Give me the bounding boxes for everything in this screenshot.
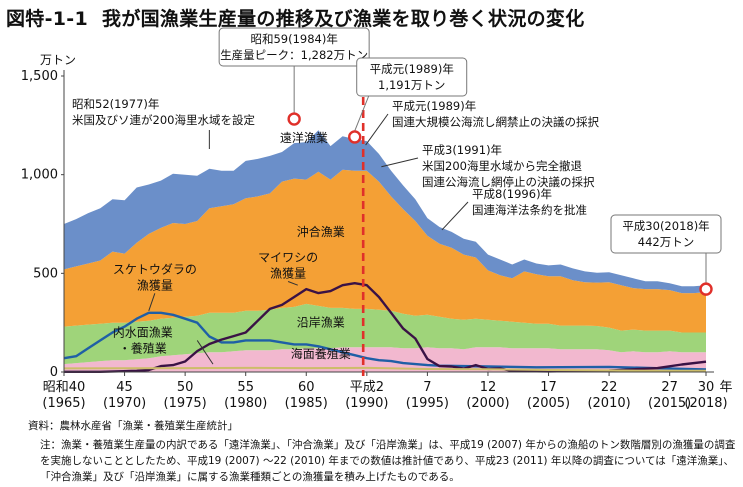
annotation-leader xyxy=(365,113,389,146)
callout-text: 昭和59(1984)年 xyxy=(250,32,337,46)
x-tick-label: 12 xyxy=(480,380,497,395)
x-tick-sublabel: (2000) xyxy=(466,396,509,411)
x-tick-sublabel: (1980) xyxy=(224,396,267,411)
callout-leader xyxy=(354,95,370,132)
area-series-3 xyxy=(64,130,706,294)
pollock-pointer xyxy=(148,293,156,311)
line-label: マイワシの xyxy=(258,250,318,264)
line-label: 内水面漁業 xyxy=(113,325,173,339)
source-text: 資料：農林水産省「漁業・養殖業生産統計」 xyxy=(28,420,238,432)
line-series-2 xyxy=(63,366,706,372)
x-tick-sublabel: (1975) xyxy=(164,396,207,411)
callout-text: 平成30(2018)年 xyxy=(622,219,709,233)
x-tick-sublabel: (1990) xyxy=(345,396,388,411)
x-tick-label: 30 xyxy=(698,380,715,395)
x-tick-sublabel: (1985) xyxy=(285,396,328,411)
figure-title-text: 我が国漁業生産量の推移及び漁業を取り巻く状況の変化 xyxy=(102,8,585,30)
y-tick-label: 1,500 xyxy=(21,69,58,84)
line-label: スケトウダラの xyxy=(113,261,197,276)
x-tick-sublabel: (2005) xyxy=(527,396,570,411)
annotation-text: 昭和52(1977)年 xyxy=(72,97,159,111)
callout-text: 1,191万トン xyxy=(378,78,445,92)
series-label: 沖合漁業 xyxy=(297,224,345,239)
callout-text: 生産量ピーク：1,282万トン xyxy=(220,48,368,62)
note-text: 注：漁業・養殖業生産量の内訳である「遠洋漁業」、「沖合漁業」及び「沿岸漁業」は、… xyxy=(40,439,736,483)
callout-text: 442万トン xyxy=(638,235,694,249)
x-tick-label: 60 xyxy=(298,380,315,395)
x-tick-sublabel: (1995) xyxy=(406,396,449,411)
x-tick-label: 27 xyxy=(661,380,678,395)
annotation-text: 平成8(1996)年 xyxy=(472,187,552,201)
annotation-text: 米国200海里水域から完全撤退 xyxy=(422,159,582,173)
line-label: ・養殖業 xyxy=(119,340,167,355)
x-tick-sublabel: (2015) xyxy=(648,396,691,411)
y-tick-label: 500 xyxy=(33,266,58,281)
callout-text: 平成元(1989)年 xyxy=(370,62,454,76)
axes: 万トン05001,0001,500昭和40(1965)45(1970)50(19… xyxy=(21,53,733,411)
sardine-pointer xyxy=(287,281,298,286)
x-tick-sublabel: (1965) xyxy=(42,396,85,411)
y-axis-unit: 万トン xyxy=(40,53,76,67)
x-tick-label: 平成2 xyxy=(350,380,384,395)
callout-box xyxy=(356,57,468,97)
x-tick-label: 昭和40 xyxy=(43,380,86,395)
y-tick-label: 0 xyxy=(50,365,58,380)
catch-lines xyxy=(63,282,707,373)
series-labels: 遠洋漁業沖合漁業沿岸漁業海面養殖業スケトウダラの漁獲量マイワシの漁獲量内水面漁業… xyxy=(113,130,351,365)
annotation-leader xyxy=(381,157,419,168)
series-label: 遠洋漁業 xyxy=(280,130,328,145)
annotations: 昭和59(1984)年生産量ピーク：1,282万トン平成元(1989)年1,19… xyxy=(72,27,722,296)
line-label: 漁獲量 xyxy=(270,266,306,280)
callout-box xyxy=(218,27,370,67)
series-label: 沿岸漁業 xyxy=(297,316,345,330)
x-tick-label: 17 xyxy=(540,380,557,395)
figure-title: 図特-1-1 我が国漁業生産量の推移及び漁業を取り巻く状況の変化 xyxy=(6,4,585,31)
x-tick-label: 50 xyxy=(177,380,194,395)
x-tick-label: 7 xyxy=(423,380,431,395)
callout-marker xyxy=(348,130,362,144)
annotation-text: 国連公海流し網停止の決議の採択 xyxy=(422,175,595,189)
annotation-text: 平成3(1991)年 xyxy=(422,143,502,157)
area-series-2 xyxy=(64,169,706,333)
annotation-leader xyxy=(441,201,469,231)
callout-box xyxy=(610,214,722,254)
callout-marker xyxy=(699,282,713,296)
annotation-text: 平成元(1989)年 xyxy=(392,99,476,113)
x-tick-sublabel: (2010) xyxy=(587,396,630,411)
annotation-text: 国連大規模公海流し網禁止の決議の採択 xyxy=(392,115,599,129)
x-tick-label: 45 xyxy=(116,380,133,395)
x-tick-sublabel: (2018) xyxy=(684,396,727,411)
inland-pointer xyxy=(196,340,214,365)
line-label: 漁獲量 xyxy=(137,278,173,292)
figure-number: 図特-1-1 xyxy=(6,8,89,30)
series-label: 海面養殖業 xyxy=(291,346,351,361)
x-tick-label: 55 xyxy=(237,380,254,395)
y-tick-label: 1,000 xyxy=(21,168,58,183)
x-tick-label: 22 xyxy=(601,380,618,395)
x-tick-sublabel: (1970) xyxy=(103,396,146,411)
annotation-text: 米国及びソ連が200海里水域を設定 xyxy=(72,113,255,127)
area-series-1 xyxy=(64,303,706,365)
annotation-text: 国連海洋法条約を批准 xyxy=(472,203,587,217)
x-axis-unit: 年 xyxy=(719,380,732,395)
callout-marker xyxy=(287,112,301,126)
stacked-areas xyxy=(64,130,706,372)
